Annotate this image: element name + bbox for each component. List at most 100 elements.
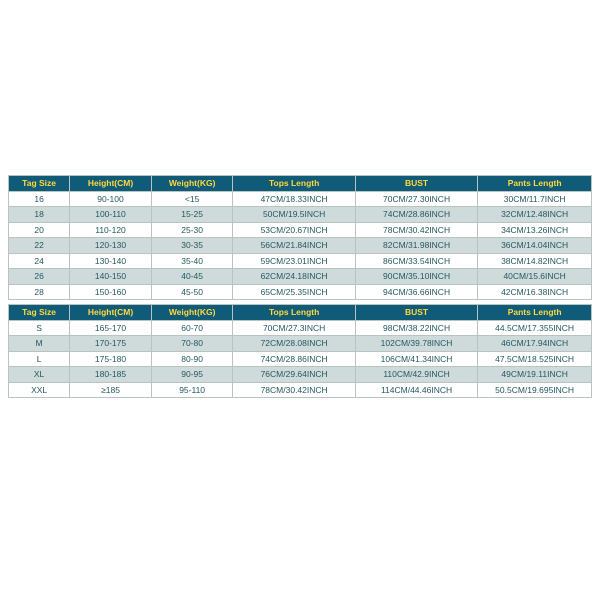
cell: ≥185 [70,382,152,398]
cell: 114CM/44.46INCH [355,382,477,398]
table-row: XL180-18590-9576CM/29.64INCH110CM/42.9IN… [9,367,592,383]
cell: 62CM/24.18INCH [233,269,355,285]
cell: 90-95 [151,367,233,383]
cell: 45-50 [151,284,233,300]
cell: S [9,320,70,336]
col-header: Height(CM) [70,305,152,321]
cell: 16 [9,191,70,207]
table-row: L175-18080-9074CM/28.86INCH106CM/41.34IN… [9,351,592,367]
cell: 74CM/28.86INCH [355,207,477,223]
cell: <15 [151,191,233,207]
cell: 94CM/36.66INCH [355,284,477,300]
cell: 150-160 [70,284,152,300]
cell: 46CM/17.94INCH [478,336,592,352]
cell: 30-35 [151,238,233,254]
cell: 120-130 [70,238,152,254]
cell: 50CM/19.5INCH [233,207,355,223]
cell: 70CM/27.30INCH [355,191,477,207]
col-header: Tag Size [9,176,70,192]
cell: 25-30 [151,222,233,238]
cell: 82CM/31.98INCH [355,238,477,254]
cell: 170-175 [70,336,152,352]
table-header-row: Tag SizeHeight(CM)Weight(KG)Tops LengthB… [9,176,592,192]
table-row: M170-17570-8072CM/28.08INCH102CM/39.78IN… [9,336,592,352]
cell: L [9,351,70,367]
cell: 65CM/25.35INCH [233,284,355,300]
col-header: Height(CM) [70,176,152,192]
cell: 180-185 [70,367,152,383]
cell: 70-80 [151,336,233,352]
cell: 110CM/42.9INCH [355,367,477,383]
cell: 100-110 [70,207,152,223]
table-row: 1690-100<1547CM/18.33INCH70CM/27.30INCH3… [9,191,592,207]
cell: 56CM/21.84INCH [233,238,355,254]
cell: 36CM/14.04INCH [478,238,592,254]
cell: 70CM/27.3INCH [233,320,355,336]
cell: 49CM/19.11INCH [478,367,592,383]
cell: 24 [9,253,70,269]
cell: 165-170 [70,320,152,336]
cell: 175-180 [70,351,152,367]
col-header: Tops Length [233,305,355,321]
cell: 22 [9,238,70,254]
col-header: Tops Length [233,176,355,192]
col-header: Pants Length [478,176,592,192]
table-row: 28150-16045-5065CM/25.35INCH94CM/36.66IN… [9,284,592,300]
cell: 90CM/35.10INCH [355,269,477,285]
cell: 40CM/15.6INCH [478,269,592,285]
table-header-row: Tag SizeHeight(CM)Weight(KG)Tops LengthB… [9,305,592,321]
cell: 40-45 [151,269,233,285]
col-header: Tag Size [9,305,70,321]
cell: 140-150 [70,269,152,285]
cell: 42CM/16.38INCH [478,284,592,300]
cell: 60-70 [151,320,233,336]
cell: XL [9,367,70,383]
cell: 47CM/18.33INCH [233,191,355,207]
cell: 102CM/39.78INCH [355,336,477,352]
cell: 18 [9,207,70,223]
size-chart-container: Tag SizeHeight(CM)Weight(KG)Tops LengthB… [8,175,592,398]
cell: XXL [9,382,70,398]
cell: 44.5CM/17.355INCH [478,320,592,336]
cell: 20 [9,222,70,238]
size-table-adults: Tag SizeHeight(CM)Weight(KG)Tops LengthB… [8,304,592,398]
table-row: 22120-13030-3556CM/21.84INCH82CM/31.98IN… [9,238,592,254]
cell: 74CM/28.86INCH [233,351,355,367]
cell: 26 [9,269,70,285]
cell: 76CM/29.64INCH [233,367,355,383]
cell: 50.5CM/19.695INCH [478,382,592,398]
cell: 30CM/11.7INCH [478,191,592,207]
cell: 130-140 [70,253,152,269]
cell: 78CM/30.42INCH [233,382,355,398]
cell: M [9,336,70,352]
size-table-kids: Tag SizeHeight(CM)Weight(KG)Tops LengthB… [8,175,592,300]
cell: 15-25 [151,207,233,223]
cell: 59CM/23.01INCH [233,253,355,269]
table-row: 18100-11015-2550CM/19.5INCH74CM/28.86INC… [9,207,592,223]
cell: 78CM/30.42INCH [355,222,477,238]
cell: 110-120 [70,222,152,238]
col-header: Pants Length [478,305,592,321]
cell: 47.5CM/18.525INCH [478,351,592,367]
cell: 106CM/41.34INCH [355,351,477,367]
cell: 34CM/13.26INCH [478,222,592,238]
table-row: S165-17060-7070CM/27.3INCH98CM/38.22INCH… [9,320,592,336]
col-header: Weight(KG) [151,176,233,192]
cell: 80-90 [151,351,233,367]
cell: 98CM/38.22INCH [355,320,477,336]
cell: 72CM/28.08INCH [233,336,355,352]
col-header: Weight(KG) [151,305,233,321]
table-row: XXL≥18595-11078CM/30.42INCH114CM/44.46IN… [9,382,592,398]
cell: 38CM/14.82INCH [478,253,592,269]
col-header: BUST [355,305,477,321]
cell: 35-40 [151,253,233,269]
cell: 95-110 [151,382,233,398]
table-row: 20110-12025-3053CM/20.67INCH78CM/30.42IN… [9,222,592,238]
col-header: BUST [355,176,477,192]
table-row: 26140-15040-4562CM/24.18INCH90CM/35.10IN… [9,269,592,285]
table-row: 24130-14035-4059CM/23.01INCH86CM/33.54IN… [9,253,592,269]
cell: 86CM/33.54INCH [355,253,477,269]
cell: 28 [9,284,70,300]
cell: 90-100 [70,191,152,207]
cell: 53CM/20.67INCH [233,222,355,238]
